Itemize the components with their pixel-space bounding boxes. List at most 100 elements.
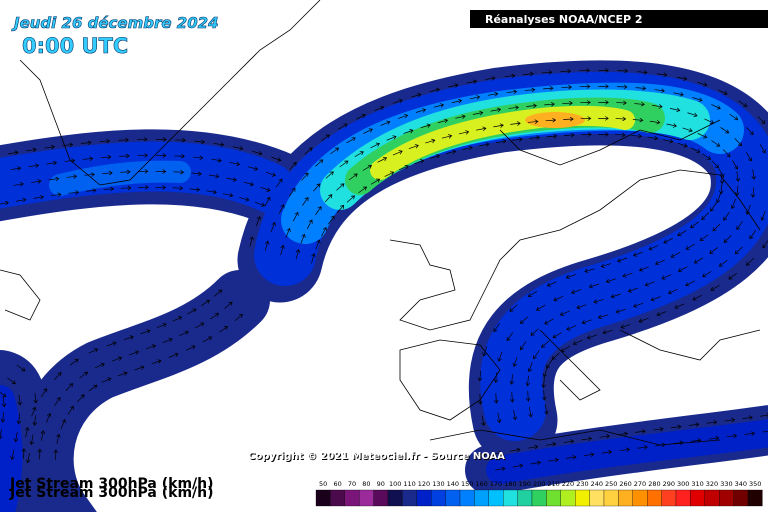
legend-swatch	[431, 489, 446, 507]
wind-arrow	[330, 147, 340, 155]
wind-arrow	[526, 103, 537, 109]
wind-arrow	[656, 72, 668, 78]
coastline	[19, 0, 321, 186]
wind-arrow	[600, 263, 611, 268]
wind-arrow	[380, 120, 391, 126]
wind-arrow	[156, 137, 167, 142]
wind-arrow	[702, 153, 712, 160]
wind-arrow	[0, 200, 9, 206]
wind-arrow	[688, 422, 700, 427]
legend-swatch	[344, 489, 360, 507]
wind-arrow	[84, 172, 95, 177]
legend-label: 340	[735, 480, 747, 488]
wind-arrow	[512, 463, 524, 469]
wind-arrow	[685, 280, 695, 287]
legend-swatch	[560, 489, 576, 507]
wind-arrow	[581, 436, 593, 442]
wind-arrow	[605, 278, 616, 284]
wind-arrow	[29, 434, 35, 446]
wind-arrow	[301, 172, 309, 181]
wind-arrow	[102, 170, 113, 176]
wind-arrow	[563, 132, 575, 138]
wind-arrow	[487, 91, 499, 97]
wind-arrow	[485, 76, 496, 81]
wind-arrow	[661, 274, 672, 280]
wind-arrow	[541, 390, 547, 401]
wind-arrow	[738, 100, 748, 107]
wind-arrow	[622, 272, 633, 278]
wind-arrow	[398, 164, 409, 171]
wind-arrow	[666, 123, 677, 128]
wind-arrow	[565, 274, 576, 280]
wind-arrow	[749, 230, 756, 240]
wind-arrow	[506, 332, 514, 342]
coastlines	[0, 0, 761, 446]
wind-arrow	[129, 350, 140, 356]
map-title: Jet Stream 300hPa (km/h)	[9, 476, 214, 492]
wind-arrow	[720, 127, 730, 134]
wind-arrow	[633, 302, 644, 308]
wind-arrow	[559, 310, 570, 316]
wind-arrow	[51, 192, 62, 197]
legend-swatch	[387, 489, 403, 507]
legend-swatch	[733, 489, 749, 507]
wind-arrow	[654, 88, 666, 93]
wind-arrow	[302, 196, 309, 206]
wind-arrow	[723, 211, 730, 221]
wind-arrow	[213, 289, 223, 297]
wind-arrow	[711, 104, 721, 110]
legend-label: 200	[533, 480, 545, 488]
wind-arrow	[512, 356, 518, 367]
wind-arrow	[718, 259, 728, 267]
wind-arrow	[493, 123, 504, 128]
wind-arrow	[523, 71, 534, 77]
wind-arrow	[336, 204, 345, 214]
legend-label: 320	[706, 480, 718, 488]
wind-arrow	[377, 157, 388, 163]
wind-arrow	[234, 313, 243, 322]
wind-arrow	[119, 153, 130, 159]
wind-arrow	[46, 160, 58, 166]
wind-arrow	[512, 409, 518, 421]
legend-swatch	[517, 489, 533, 507]
wind-arrow	[45, 412, 52, 423]
wind-arrow	[270, 221, 276, 233]
wind-arrow	[597, 314, 609, 320]
wind-arrow	[579, 68, 590, 73]
wind-arrow	[233, 145, 244, 151]
wind-arrow	[519, 341, 527, 351]
wind-arrow	[76, 394, 85, 403]
legend-label: 140	[447, 480, 459, 488]
wind-arrow	[750, 187, 756, 198]
wind-arrow	[120, 185, 132, 191]
wind-arrow	[425, 138, 436, 144]
wind-arrow	[760, 210, 766, 221]
wind-arrow	[420, 123, 431, 129]
wind-arrow	[677, 142, 688, 148]
wind-arrow	[512, 137, 523, 142]
wind-arrow	[637, 445, 648, 450]
legend-label: 270	[634, 480, 646, 488]
wind-arrow	[100, 154, 112, 160]
wind-arrow	[16, 413, 22, 425]
wind-arrow	[699, 234, 709, 241]
wind-arrow	[509, 304, 518, 312]
legend-label: 110	[403, 480, 415, 488]
wind-arrow	[654, 259, 665, 266]
wind-arrow	[509, 392, 515, 403]
wind-arrow	[631, 133, 643, 139]
wind-arrow	[13, 431, 19, 443]
wind-arrow	[384, 171, 395, 177]
wind-arrow	[33, 194, 45, 200]
wind-arrow	[493, 323, 500, 333]
wind-arrows	[0, 68, 768, 472]
coastline	[499, 119, 721, 166]
wind-arrow	[25, 452, 31, 464]
wind-arrow	[62, 142, 74, 148]
wind-arrow	[656, 311, 667, 317]
wind-arrow	[482, 346, 488, 357]
wind-arrow	[292, 211, 299, 222]
wind-arrow	[616, 84, 628, 90]
legend-swatch	[359, 489, 374, 507]
wind-arrow	[632, 251, 643, 257]
